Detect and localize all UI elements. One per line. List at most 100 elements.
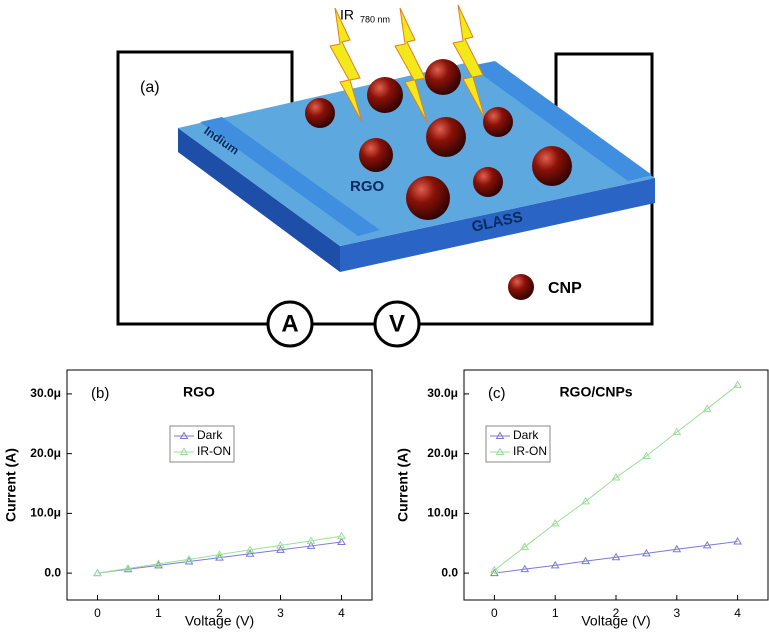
- point: [184, 556, 194, 565]
- voltmeter: [373, 300, 421, 348]
- diagram: A V (a) IR 780 nm Indium RGO GLASS CNP: [116, 4, 655, 348]
- chart-title: RGO: [183, 384, 215, 400]
- cnp-sphere: [426, 117, 466, 157]
- y-tick-label: 10.0μ: [427, 506, 458, 520]
- point: [154, 559, 163, 567]
- cnp-sphere: [508, 274, 534, 300]
- point: [276, 540, 285, 549]
- point: [550, 560, 560, 569]
- cnp-sphere: [406, 176, 450, 220]
- point: [276, 545, 285, 553]
- point: [306, 536, 316, 544]
- x-tick-label: 3: [673, 606, 680, 620]
- point: [154, 560, 163, 569]
- x-tick-label: 4: [338, 606, 345, 620]
- legend-box: [169, 425, 235, 463]
- cnp-sphere: [305, 98, 335, 128]
- point: [672, 427, 682, 436]
- rgo-label: RGO: [350, 178, 385, 195]
- wire: [116, 50, 294, 326]
- point: [611, 473, 621, 481]
- indium-strip: [470, 61, 652, 181]
- point: [337, 537, 346, 546]
- point: [550, 519, 560, 527]
- chart-title: RGO/CNPs: [559, 384, 632, 400]
- point: [337, 531, 346, 540]
- x-tick-label: 0: [491, 606, 498, 620]
- panel-label: (c): [488, 385, 506, 402]
- legend-label: IR-ON: [513, 444, 547, 458]
- point: [611, 552, 621, 561]
- point: [733, 536, 742, 545]
- x-tick-label: 3: [277, 606, 284, 620]
- legend-label: Dark: [513, 428, 539, 442]
- y-tick-label: 20.0μ: [427, 446, 458, 460]
- cnp-sphere: [473, 167, 503, 197]
- x-tick-label: 2: [613, 606, 620, 620]
- point: [245, 549, 255, 557]
- point: [490, 565, 499, 574]
- x-tick-label: 1: [155, 606, 162, 620]
- point: [672, 544, 682, 553]
- point: [733, 380, 742, 388]
- panel-label: (b): [91, 385, 109, 402]
- legend-marker: [179, 431, 189, 439]
- legend-marker: [495, 447, 505, 455]
- x-tick-label: 0: [94, 606, 101, 620]
- y-tick-label: 0.0: [441, 565, 458, 579]
- point: [702, 540, 712, 549]
- y-tick-label: 30.0μ: [427, 386, 458, 400]
- y-tick-label: 10.0μ: [30, 506, 61, 520]
- ammeter-label: A: [281, 310, 298, 337]
- x-axis-label: Voltage (V): [581, 613, 650, 629]
- point: [520, 542, 530, 550]
- x-axis-label: Voltage (V): [185, 613, 254, 629]
- series-line: [494, 540, 738, 574]
- point: [93, 568, 102, 577]
- cnp-sphere: [359, 138, 393, 172]
- legend-marker: [179, 447, 189, 455]
- point: [306, 541, 316, 549]
- series-line: [97, 535, 342, 574]
- x-tick-label: 4: [734, 606, 741, 620]
- point: [520, 564, 530, 573]
- cnp-sphere: [483, 107, 513, 137]
- legend-marker: [495, 431, 505, 439]
- legend-box: [485, 425, 551, 463]
- plot-frame: [66, 369, 373, 601]
- y-axis-label: Current (A): [3, 448, 19, 522]
- slab-side: [178, 128, 340, 272]
- ammeter: [266, 300, 314, 348]
- legend-label: Dark: [197, 428, 223, 442]
- point: [245, 545, 255, 553]
- x-tick-label: 1: [552, 606, 559, 620]
- ir-bolt: [329, 7, 363, 123]
- point: [581, 556, 590, 565]
- cnp-sphere: [425, 59, 461, 95]
- point: [642, 451, 651, 460]
- cnp-sphere: [367, 77, 403, 113]
- point: [184, 554, 194, 563]
- indium-strip: [200, 117, 380, 236]
- plot-frame: [463, 369, 769, 601]
- panel-label: (a): [140, 79, 160, 96]
- y-tick-label: 20.0μ: [30, 446, 61, 460]
- point: [215, 550, 224, 558]
- y-tick-label: 30.0μ: [30, 386, 61, 400]
- legend-label: IR-ON: [197, 444, 231, 458]
- cnp-sphere: [532, 146, 572, 186]
- voltmeter-label: V: [389, 310, 405, 337]
- x-tick-label: 2: [216, 606, 223, 620]
- wavelength-label: 780 nm: [360, 14, 390, 24]
- wire: [419, 52, 654, 326]
- point: [642, 548, 651, 557]
- point: [702, 404, 712, 412]
- point: [123, 563, 133, 572]
- ir-label: IR: [340, 7, 354, 23]
- slab-front: [340, 178, 655, 272]
- series-line: [494, 384, 738, 571]
- point: [581, 496, 590, 505]
- y-axis-label: Current (A): [395, 448, 411, 522]
